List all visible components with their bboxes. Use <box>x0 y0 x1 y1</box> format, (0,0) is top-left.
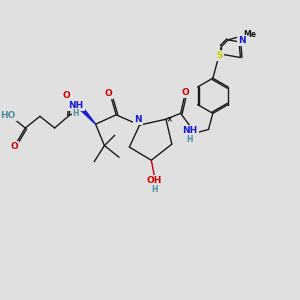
Text: H: H <box>151 185 158 194</box>
Text: OH: OH <box>147 176 162 185</box>
Text: N: N <box>238 36 246 45</box>
Text: O: O <box>11 142 18 151</box>
Polygon shape <box>81 108 96 124</box>
Text: Me: Me <box>243 29 256 38</box>
Text: H: H <box>187 135 193 144</box>
Text: HO: HO <box>0 111 16 120</box>
Text: NH: NH <box>182 126 198 135</box>
Text: NH: NH <box>68 101 84 110</box>
Text: N: N <box>134 115 142 124</box>
Text: O: O <box>182 88 190 98</box>
Text: O: O <box>62 91 70 100</box>
Text: S: S <box>217 51 223 60</box>
Text: O: O <box>104 89 112 98</box>
Text: H: H <box>73 109 79 118</box>
